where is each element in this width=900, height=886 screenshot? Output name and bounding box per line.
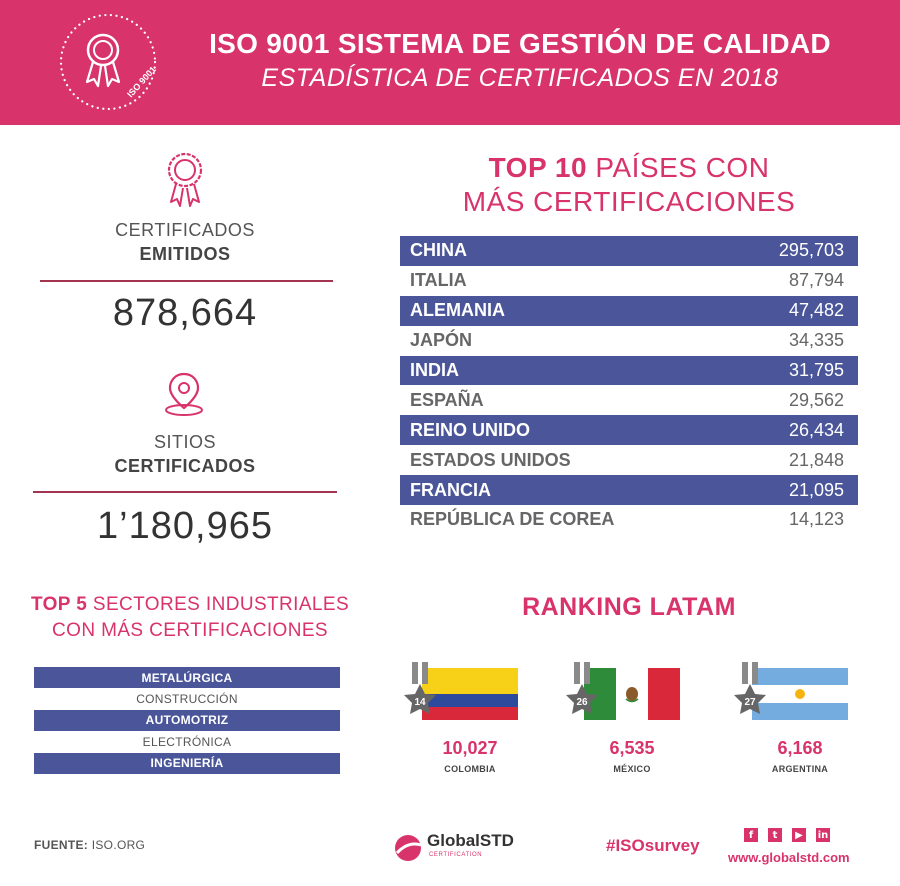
stat-emitidos-label: EMITIDOS bbox=[139, 244, 231, 264]
table-row: ESTADOS UNIDOS 21,848 bbox=[400, 445, 858, 476]
stat-certificados-label: CERTIFICADOS bbox=[115, 220, 255, 240]
country-value: 31,795 bbox=[788, 360, 844, 380]
page-title: ISO 9001 SISTEMA DE GESTIÓN DE CALIDAD bbox=[209, 28, 831, 59]
source-value: ISO.ORG bbox=[88, 838, 146, 852]
latam-country-mexico: 26 6,535 MÉXICO bbox=[562, 662, 692, 788]
latam-value: 6,535 bbox=[609, 738, 655, 758]
table-row: FRANCIA 21,095 bbox=[400, 475, 858, 506]
divider bbox=[33, 491, 337, 493]
latam-country-name: COLOMBIA bbox=[444, 764, 496, 774]
source-label: FUENTE: bbox=[34, 838, 89, 852]
top10-title-line2: MÁS CERTIFICACIONES bbox=[462, 186, 796, 217]
country-name: INDIA bbox=[410, 360, 459, 380]
latam-title: RANKING LATAM bbox=[522, 593, 736, 621]
top10-title-rest: PAÍSES CON bbox=[587, 152, 770, 183]
country-value: 295,703 bbox=[778, 240, 844, 261]
country-name: FRANCIA bbox=[410, 479, 491, 500]
list-item: INGENIERÍA bbox=[34, 752, 340, 774]
country-value: 14,123 bbox=[788, 509, 844, 530]
location-pin-icon bbox=[165, 372, 203, 416]
top10-title: TOP 10 PAÍSES CON bbox=[400, 152, 858, 184]
page-subtitle: ESTADÍSTICA DE CERTIFICADOS EN 2018 bbox=[261, 64, 779, 92]
divider bbox=[40, 280, 333, 282]
latam-country-argentina: 27 6,168 ARGENTINA bbox=[730, 662, 860, 788]
country-value: 21,095 bbox=[788, 479, 844, 500]
header-banner: ISO 9001 ISO 9001 SISTEMA DE GESTIÓN DE … bbox=[0, 0, 900, 125]
twitter-icon[interactable]: t bbox=[768, 828, 782, 842]
list-item: ELECTRÓNICA bbox=[34, 731, 340, 753]
country-value: 21,848 bbox=[788, 449, 844, 470]
country-value: 87,794 bbox=[788, 270, 844, 291]
sectors-list: METALÚRGICA CONSTRUCCIÓN AUTOMOTRIZ ELEC… bbox=[34, 667, 340, 774]
facebook-icon[interactable]: f bbox=[744, 828, 758, 842]
stat-sitios-label: SITIOS bbox=[153, 432, 216, 452]
sectors-title-bold: TOP 5 bbox=[30, 594, 88, 615]
stat-sitios-value: 1’180,965 bbox=[97, 505, 273, 547]
table-row: JAPÓN 34,335 bbox=[400, 325, 858, 356]
mexico-flag-icon bbox=[584, 668, 680, 720]
list-item: METALÚRGICA bbox=[34, 667, 340, 689]
logo-text: GlobalSTD bbox=[427, 831, 514, 850]
country-name: ESTADOS UNIDOS bbox=[410, 449, 571, 470]
rank-medal-icon: 14 bbox=[404, 662, 436, 714]
latam-value: 10,027 bbox=[442, 738, 498, 758]
country-name: ALEMANIA bbox=[410, 300, 505, 321]
country-value: 47,482 bbox=[788, 300, 844, 321]
country-name: JAPÓN bbox=[410, 330, 473, 351]
hashtag-link[interactable]: #ISOsurvey bbox=[606, 836, 700, 855]
table-row: CHINA 295,703 bbox=[400, 236, 858, 266]
sectors-title: TOP 5 SECTORES INDUSTRIALES bbox=[20, 594, 360, 616]
latam-country-name: MÉXICO bbox=[613, 764, 651, 774]
rank-number: 27 bbox=[744, 697, 756, 708]
rank-number: 26 bbox=[576, 697, 588, 708]
source-text: FUENTE: ISO.ORG bbox=[34, 838, 145, 852]
social-links: f t ▶ in bbox=[744, 828, 830, 842]
rank-number: 14 bbox=[414, 697, 426, 708]
badge-text: ISO 9001 bbox=[125, 64, 158, 99]
stat-sitios-bold-label: CERTIFICADOS bbox=[114, 456, 256, 476]
rank-medal-icon: 26 bbox=[566, 662, 598, 714]
sectors-title-line2: CON MÁS CERTIFICACIONES bbox=[52, 620, 328, 641]
iso-badge-icon: ISO 9001 bbox=[59, 13, 158, 111]
country-name: ITALIA bbox=[410, 270, 467, 291]
argentina-flag-icon bbox=[752, 668, 848, 720]
award-icon bbox=[167, 152, 203, 207]
website-link[interactable]: www.globalstd.com bbox=[728, 850, 850, 865]
table-row: REPÚBLICA DE COREA 14,123 bbox=[400, 505, 858, 535]
youtube-icon[interactable]: ▶ bbox=[792, 828, 806, 842]
list-item: CONSTRUCCIÓN bbox=[34, 688, 340, 710]
table-row: ITALIA 87,794 bbox=[400, 265, 858, 296]
stat-certificados-value: 878,664 bbox=[112, 292, 258, 334]
country-value: 26,434 bbox=[788, 419, 844, 440]
globalstd-logo-icon bbox=[395, 835, 422, 861]
country-name: CHINA bbox=[410, 240, 467, 261]
globalstd-logo[interactable]: GlobalSTD CERTIFICATION bbox=[393, 827, 528, 867]
logo-subtext: CERTIFICATION bbox=[429, 852, 483, 858]
latam-value: 6,168 bbox=[777, 738, 823, 758]
country-name: REINO UNIDO bbox=[410, 419, 531, 440]
sectors-title-rest: SECTORES INDUSTRIALES bbox=[87, 594, 350, 615]
country-name: ESPAÑA bbox=[410, 389, 484, 410]
country-value: 34,335 bbox=[788, 330, 844, 351]
latam-country-name: ARGENTINA bbox=[771, 764, 829, 774]
list-item: AUTOMOTRIZ bbox=[34, 709, 340, 732]
table-row: ALEMANIA 47,482 bbox=[400, 295, 858, 326]
country-value: 29,562 bbox=[788, 389, 844, 410]
rank-medal-icon: 27 bbox=[734, 662, 766, 714]
table-row: ESPAÑA 29,562 bbox=[400, 385, 858, 416]
table-row: REINO UNIDO 26,434 bbox=[400, 415, 858, 446]
top10-table: CHINA 295,703 ITALIA 87,794 ALEMANIA 47,482… bbox=[400, 236, 858, 535]
country-name: REPÚBLICA DE COREA bbox=[410, 509, 615, 530]
table-row: INDIA 31,795 bbox=[400, 355, 858, 386]
linkedin-icon[interactable]: in bbox=[816, 828, 830, 842]
top10-title-bold: TOP 10 bbox=[488, 152, 588, 183]
latam-country-colombia: 14 10,027 COLOMBIA bbox=[400, 662, 530, 788]
colombia-flag-icon bbox=[422, 668, 518, 720]
